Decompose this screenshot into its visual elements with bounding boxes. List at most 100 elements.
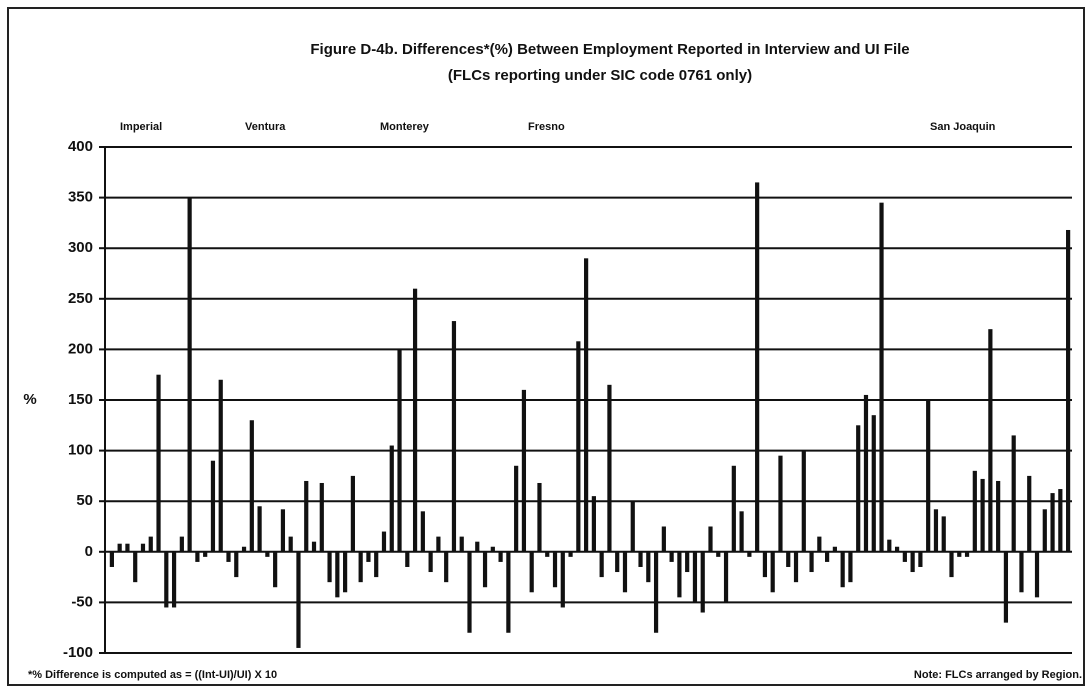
bar bbox=[436, 536, 441, 552]
bar bbox=[894, 546, 900, 552]
note: Note: FLCs arranged by Region. bbox=[914, 669, 1082, 681]
bar bbox=[825, 551, 830, 562]
bar bbox=[1003, 551, 1009, 623]
bar bbox=[374, 551, 379, 578]
y-axis-label: % bbox=[23, 391, 36, 408]
bar bbox=[288, 536, 293, 552]
bar bbox=[926, 400, 931, 552]
bar bbox=[708, 526, 713, 552]
bar bbox=[1042, 509, 1047, 552]
bar bbox=[482, 551, 488, 588]
bar bbox=[786, 551, 791, 567]
bar bbox=[1034, 551, 1040, 598]
bar bbox=[1019, 551, 1024, 593]
y-tick-label: 50 bbox=[76, 492, 93, 509]
bar bbox=[506, 551, 511, 633]
bar bbox=[498, 551, 503, 562]
bar bbox=[793, 551, 799, 583]
y-tick-label: 0 bbox=[85, 543, 93, 560]
bar bbox=[685, 551, 690, 573]
bar bbox=[311, 541, 317, 552]
bar bbox=[653, 551, 659, 633]
bar bbox=[887, 539, 892, 552]
bar bbox=[428, 551, 433, 573]
bar bbox=[405, 551, 410, 567]
bar bbox=[319, 482, 324, 552]
bar bbox=[778, 455, 783, 552]
bar bbox=[171, 551, 177, 608]
bar bbox=[661, 526, 666, 552]
bar bbox=[280, 509, 286, 552]
y-tick-label: 250 bbox=[68, 290, 93, 307]
bar bbox=[156, 374, 161, 552]
bar bbox=[972, 470, 977, 552]
bar bbox=[552, 551, 558, 588]
bar bbox=[716, 551, 721, 557]
bar bbox=[444, 551, 449, 583]
bar bbox=[537, 482, 542, 552]
bar bbox=[762, 551, 768, 578]
bar bbox=[117, 543, 122, 552]
bar bbox=[910, 551, 915, 573]
bar bbox=[669, 551, 674, 562]
bar bbox=[234, 551, 239, 578]
bar bbox=[980, 478, 985, 552]
footnote: *% Difference is computed as = ((Int-UI)… bbox=[28, 669, 277, 681]
bar bbox=[490, 546, 495, 552]
bar bbox=[747, 551, 752, 557]
bar bbox=[607, 384, 612, 552]
bar bbox=[677, 551, 682, 598]
bar bbox=[615, 551, 620, 573]
chart-subtitle: (FLCs reporting under SIC code 0761 only… bbox=[448, 67, 752, 84]
bar bbox=[856, 425, 861, 552]
bar bbox=[210, 460, 216, 552]
bar bbox=[179, 536, 184, 552]
bar bbox=[933, 509, 939, 552]
y-tick-label: -100 bbox=[63, 644, 93, 661]
bar bbox=[770, 551, 775, 593]
bar bbox=[389, 445, 394, 552]
bar bbox=[1050, 493, 1055, 552]
bar bbox=[164, 551, 169, 608]
bar bbox=[420, 511, 425, 552]
bar bbox=[591, 496, 596, 552]
y-tick-label: 100 bbox=[68, 442, 93, 459]
bar bbox=[140, 543, 146, 552]
region-label: Imperial bbox=[120, 121, 162, 133]
bar bbox=[304, 480, 309, 552]
bar bbox=[109, 551, 114, 567]
bar bbox=[1027, 475, 1032, 552]
bar bbox=[1058, 489, 1063, 552]
bar bbox=[412, 288, 418, 552]
bar bbox=[964, 551, 970, 557]
region-label: San Joaquin bbox=[930, 121, 996, 133]
bar bbox=[739, 511, 744, 552]
y-tick-label: 400 bbox=[68, 138, 93, 155]
y-tick-label: -50 bbox=[71, 593, 93, 610]
bar bbox=[941, 516, 946, 552]
bar bbox=[475, 541, 480, 552]
bar bbox=[203, 551, 208, 557]
bar bbox=[568, 551, 573, 557]
y-tick-label: 200 bbox=[68, 340, 93, 357]
bar bbox=[902, 551, 907, 562]
bar bbox=[148, 536, 153, 552]
frame bbox=[7, 7, 1085, 686]
bar bbox=[560, 551, 565, 608]
bar bbox=[801, 450, 806, 552]
bar bbox=[350, 475, 355, 552]
bar bbox=[241, 546, 247, 552]
bar bbox=[366, 551, 371, 562]
bar bbox=[723, 551, 729, 603]
bar bbox=[343, 551, 348, 593]
bar bbox=[879, 202, 884, 552]
bar bbox=[832, 546, 837, 552]
bar bbox=[840, 551, 845, 588]
bar bbox=[996, 480, 1001, 552]
bar bbox=[133, 551, 138, 583]
region-label: Ventura bbox=[245, 121, 286, 133]
bar bbox=[1066, 229, 1071, 552]
bar bbox=[863, 394, 869, 552]
